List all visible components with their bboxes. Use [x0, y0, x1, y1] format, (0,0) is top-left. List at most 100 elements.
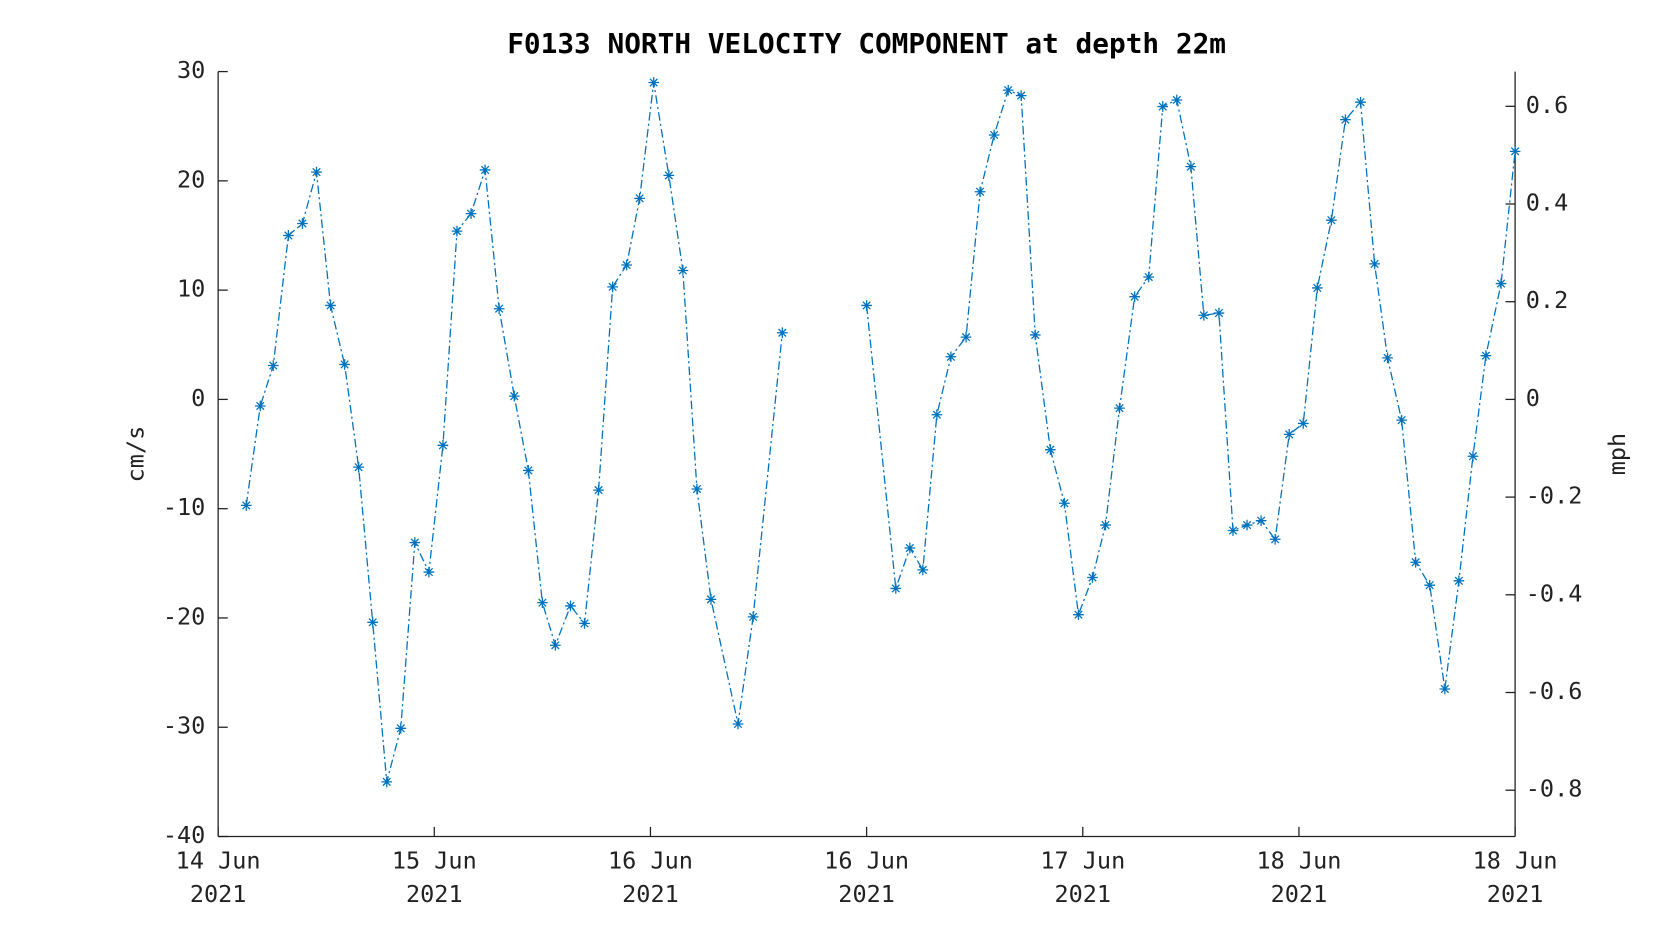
marker [904, 542, 916, 554]
marker [1509, 146, 1521, 157]
x-tick-label: 2021 [406, 880, 463, 908]
y-tick-label: -40 [163, 821, 205, 849]
marker [1171, 94, 1183, 106]
marker [917, 564, 929, 576]
marker [974, 186, 986, 198]
y-tick-label: 0 [191, 384, 205, 412]
marker [1311, 282, 1323, 294]
marker [1143, 271, 1155, 283]
marker [776, 327, 788, 339]
marker [565, 600, 576, 612]
marker [1355, 96, 1366, 108]
marker [861, 300, 872, 311]
series-line [245, 82, 783, 783]
y-axis-label: cm/s [121, 426, 149, 483]
marker [1100, 519, 1111, 531]
marker [1439, 683, 1451, 695]
y-tick-label: -30 [163, 712, 205, 740]
x-tick-label: 2021 [1271, 880, 1328, 908]
marker [451, 225, 463, 237]
marker [381, 776, 393, 788]
marker [1283, 429, 1295, 440]
marker [705, 594, 717, 605]
marker [1129, 291, 1140, 303]
marker [353, 461, 364, 473]
marker [593, 484, 604, 496]
marker [1015, 90, 1027, 101]
marker [1059, 497, 1070, 509]
marker [1369, 258, 1380, 270]
y-tick-label: 10 [177, 275, 205, 303]
marker [945, 351, 957, 363]
marker [1297, 418, 1309, 429]
x-tick-label: 2021 [1487, 880, 1544, 908]
marker [1467, 450, 1479, 462]
marker [1045, 444, 1056, 456]
marker [550, 639, 561, 651]
marker [1326, 214, 1337, 226]
marker [931, 409, 943, 421]
marker [339, 359, 350, 370]
marker [607, 281, 618, 293]
marker [465, 208, 477, 219]
marker [1241, 519, 1253, 531]
marker [634, 192, 645, 204]
y2-tick-label: 0.6 [1526, 91, 1568, 119]
marker [325, 300, 336, 311]
marker [254, 400, 266, 412]
y-tick-label: 30 [177, 56, 205, 84]
x-tick-label: 2021 [838, 880, 895, 908]
y-tick-label: -20 [163, 602, 205, 630]
marker [311, 166, 322, 178]
x-tick-label: 16 Jun [824, 847, 909, 875]
marker [1213, 307, 1225, 319]
marker [479, 164, 491, 176]
marker [1198, 309, 1210, 321]
x-tick-label: 16 Jun [608, 847, 693, 875]
marker [732, 718, 744, 730]
marker [988, 129, 1000, 141]
marker [677, 265, 689, 276]
marker [508, 390, 520, 402]
marker [537, 597, 548, 609]
marker [1255, 515, 1267, 527]
marker [437, 439, 449, 451]
y2-axis-label: mph [1603, 433, 1631, 475]
x-tick-label: 2021 [1054, 880, 1111, 908]
marker [395, 722, 407, 734]
y2-tick-label: 0.2 [1526, 286, 1568, 314]
marker [1227, 525, 1239, 536]
marker [1480, 350, 1492, 362]
marker [1157, 101, 1169, 112]
y-tick-label: -10 [163, 493, 205, 521]
x-tick-label: 2021 [622, 880, 679, 908]
marker [1185, 161, 1197, 172]
marker [409, 537, 421, 548]
marker [1495, 278, 1507, 289]
y2-tick-label: -0.4 [1526, 579, 1583, 607]
y2-tick-label: -0.8 [1526, 775, 1583, 803]
y2-tick-label: 0 [1526, 384, 1540, 412]
marker [240, 500, 252, 511]
marker [960, 331, 972, 343]
marker [1087, 572, 1098, 583]
x-tick-label: 17 Jun [1040, 847, 1125, 875]
x-tick-label: 18 Jun [1473, 847, 1558, 875]
marker [1382, 352, 1393, 364]
x-tick-label: 14 Jun [176, 847, 261, 875]
marker [1424, 579, 1436, 591]
marker [1073, 609, 1084, 621]
marker [579, 618, 590, 629]
marker [522, 465, 534, 476]
y2-tick-label: 0.4 [1526, 189, 1568, 217]
marker [691, 483, 703, 495]
marker [1029, 329, 1041, 341]
marker [1002, 84, 1014, 96]
marker [1114, 402, 1125, 414]
marker [367, 616, 379, 628]
marker [283, 230, 294, 241]
x-tick-label: 18 Jun [1256, 847, 1341, 875]
x-tick-label: 15 Jun [392, 847, 477, 875]
y2-tick-label: -0.6 [1526, 677, 1583, 705]
